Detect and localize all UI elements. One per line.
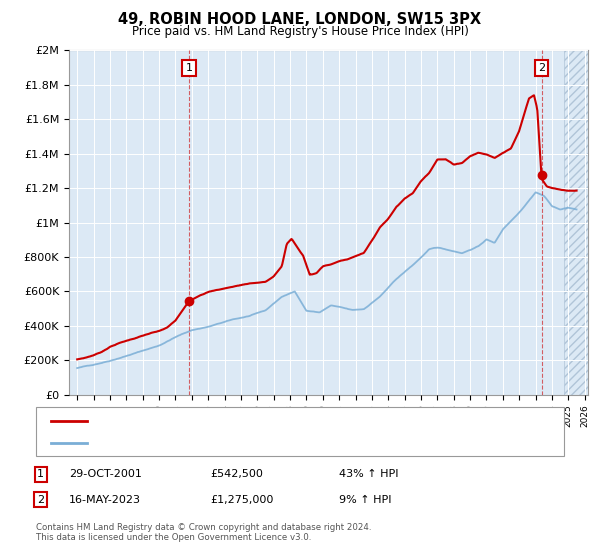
Bar: [564, 50, 588, 395]
Text: Contains HM Land Registry data © Crown copyright and database right 2024.
This d: Contains HM Land Registry data © Crown c…: [36, 523, 371, 543]
Text: 43% ↑ HPI: 43% ↑ HPI: [339, 469, 398, 479]
Text: Price paid vs. HM Land Registry's House Price Index (HPI): Price paid vs. HM Land Registry's House …: [131, 25, 469, 38]
Text: £542,500: £542,500: [210, 469, 263, 479]
Text: 16-MAY-2023: 16-MAY-2023: [69, 494, 141, 505]
Text: HPI: Average price, detached house, Kingston upon Thames: HPI: Average price, detached house, King…: [90, 438, 403, 448]
Text: 49, ROBIN HOOD LANE, LONDON, SW15 3PX: 49, ROBIN HOOD LANE, LONDON, SW15 3PX: [118, 12, 482, 27]
Text: 1: 1: [37, 469, 44, 479]
Text: £1,275,000: £1,275,000: [210, 494, 274, 505]
Text: 1: 1: [185, 63, 193, 73]
Text: 29-OCT-2001: 29-OCT-2001: [69, 469, 142, 479]
Text: 2: 2: [37, 494, 44, 505]
Text: 2: 2: [538, 63, 545, 73]
Bar: [564, 50, 588, 395]
Text: 49, ROBIN HOOD LANE, LONDON, SW15 3PX (detached house): 49, ROBIN HOOD LANE, LONDON, SW15 3PX (d…: [90, 416, 416, 426]
Text: 9% ↑ HPI: 9% ↑ HPI: [339, 494, 391, 505]
